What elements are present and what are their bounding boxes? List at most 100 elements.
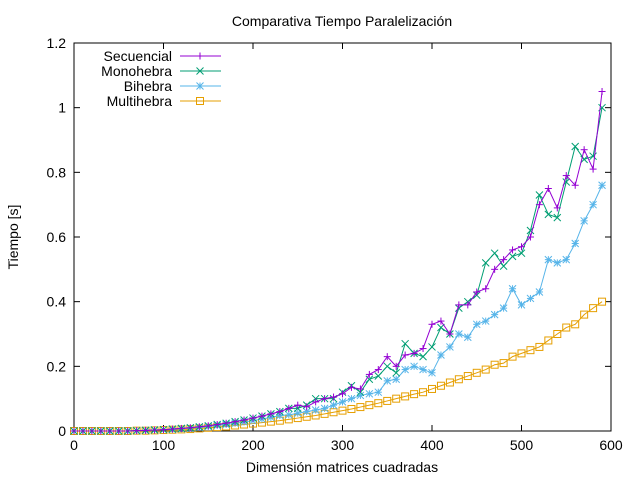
- data-point: [526, 233, 534, 241]
- legend-swatch-marker: [196, 67, 204, 75]
- data-point: [329, 408, 338, 417]
- data-point: [481, 365, 490, 374]
- data-point: [517, 301, 526, 309]
- data-point: [401, 351, 409, 359]
- data-point: [517, 249, 526, 258]
- data-point: [204, 422, 212, 430]
- data-point: [222, 419, 230, 427]
- data-point: [553, 330, 562, 338]
- data-point: [490, 360, 499, 369]
- data-point: [481, 317, 490, 325]
- data-point: [500, 256, 508, 264]
- data-point: [338, 406, 347, 415]
- data-point: [436, 381, 445, 390]
- data-point: [499, 359, 508, 368]
- y-tick-label: 0: [58, 423, 66, 439]
- data-point: [151, 426, 159, 434]
- y-tick-label: 0.6: [47, 229, 67, 245]
- data-point: [347, 383, 355, 391]
- data-point: [544, 336, 553, 345]
- legend-swatch-marker: [196, 82, 204, 90]
- data-point: [580, 310, 589, 319]
- data-point: [338, 398, 347, 406]
- data-point: [428, 368, 436, 377]
- y-axis-label: Tiempo [s]: [5, 205, 21, 270]
- data-point: [535, 342, 544, 351]
- data-point: [472, 320, 481, 329]
- data-point: [356, 403, 365, 412]
- data-point: [231, 418, 239, 426]
- data-point: [428, 343, 436, 351]
- y-axis: 0 0.2 0.4 0.6 0.8 1 1.2: [47, 35, 611, 439]
- data-point: [419, 388, 428, 397]
- data-point: [392, 394, 401, 403]
- legend-swatch-marker: [196, 97, 204, 105]
- y-tick-label: 0.4: [47, 294, 67, 310]
- data-point: [284, 410, 293, 419]
- data-point: [321, 395, 329, 403]
- data-point: [473, 288, 481, 296]
- data-point: [312, 398, 320, 406]
- data-point: [347, 394, 356, 403]
- x-tick-label: 600: [599, 437, 623, 453]
- data-point: [508, 352, 517, 361]
- data-point: [535, 288, 544, 296]
- series-multihebra: [70, 297, 607, 435]
- data-point: [535, 191, 544, 199]
- legend-label: Monohebra: [101, 63, 172, 79]
- data-point: [294, 401, 302, 409]
- data-point: [446, 343, 454, 351]
- data-point: [365, 370, 373, 378]
- data-point: [562, 323, 571, 332]
- legend-item-secuencial: Secuencial: [104, 48, 221, 64]
- data-point: [491, 265, 499, 273]
- data-point: [383, 362, 392, 371]
- x-tick-label: 300: [331, 437, 355, 453]
- series-line-monohebra: [74, 107, 603, 432]
- data-point: [383, 353, 391, 361]
- data-point: [509, 246, 517, 254]
- legend-label: Bihebra: [124, 78, 172, 94]
- data-point: [428, 384, 436, 393]
- data-point: [401, 392, 410, 401]
- data-point: [598, 297, 607, 306]
- data-point: [365, 401, 374, 410]
- data-point: [589, 304, 598, 313]
- x-tick-label: 100: [152, 437, 176, 453]
- data-point: [374, 388, 383, 397]
- data-point: [392, 362, 400, 370]
- data-point: [97, 427, 105, 435]
- y-tick-label: 1.2: [47, 35, 67, 51]
- data-point: [302, 407, 311, 416]
- data-point: [311, 406, 320, 414]
- y-tick-label: 0.8: [47, 164, 67, 180]
- data-point: [365, 375, 374, 384]
- data-point: [124, 427, 132, 435]
- data-point: [106, 427, 114, 435]
- series-line-secuencial: [74, 91, 603, 432]
- x-tick-label: 200: [241, 437, 265, 453]
- data-point: [249, 414, 257, 422]
- data-point: [481, 259, 490, 267]
- data-point: [70, 427, 78, 435]
- data-point: [571, 181, 579, 189]
- data-point: [356, 391, 365, 400]
- data-point: [553, 204, 561, 212]
- data-point: [464, 301, 472, 309]
- data-point: [526, 294, 535, 303]
- data-point: [482, 285, 490, 293]
- legend-item-monohebra: Monohebra: [101, 63, 221, 79]
- series-monohebra: [70, 103, 606, 435]
- data-point: [177, 424, 185, 432]
- data-point: [580, 146, 588, 154]
- data-point: [213, 421, 221, 429]
- data-point: [88, 427, 96, 435]
- legend-item-bihebra: Bihebra: [124, 78, 221, 94]
- data-point: [455, 301, 463, 309]
- data-point: [499, 262, 508, 270]
- data-point: [356, 385, 364, 393]
- y-tick-label: 0.2: [47, 358, 67, 374]
